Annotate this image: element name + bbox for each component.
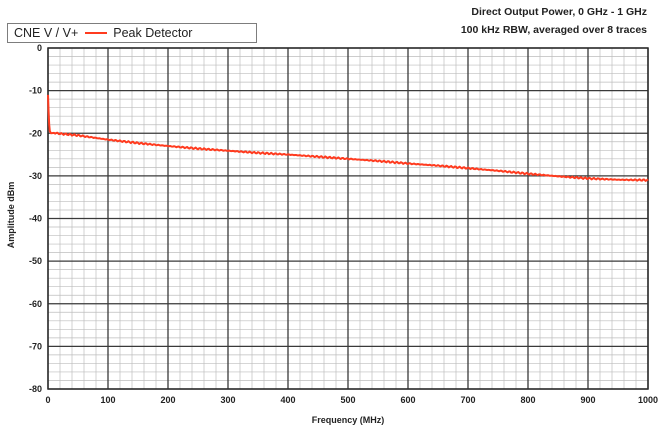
x-tick-label: 400 bbox=[280, 395, 295, 405]
x-tick-label: 200 bbox=[160, 395, 175, 405]
y-tick-label: -70 bbox=[29, 341, 42, 351]
x-tick-label: 800 bbox=[520, 395, 535, 405]
x-tick-label: 0 bbox=[45, 395, 50, 405]
y-tick-label: 0 bbox=[37, 43, 42, 53]
x-tick-label: 1000 bbox=[638, 395, 658, 405]
y-tick-label: -20 bbox=[29, 128, 42, 138]
x-axis-label: Frequency (MHz) bbox=[312, 415, 385, 425]
y-tick-label: -60 bbox=[29, 299, 42, 309]
chart-title-block: Direct Output Power, 0 GHz - 1 GHz 100 k… bbox=[461, 3, 647, 39]
x-tick-label: 100 bbox=[100, 395, 115, 405]
chart-title: Direct Output Power, 0 GHz - 1 GHz bbox=[471, 6, 647, 18]
x-tick-label: 300 bbox=[220, 395, 235, 405]
y-tick-label: -30 bbox=[29, 171, 42, 181]
axes: 0 100 200 300 400 500 600 700 800 900 1000 0 -10 -20 -… bbox=[29, 43, 658, 405]
x-tick-label: 700 bbox=[460, 395, 475, 405]
legend-title: CNE V / V+ bbox=[14, 26, 79, 40]
x-tick-label: 900 bbox=[580, 395, 595, 405]
y-tick-label: -10 bbox=[29, 86, 42, 96]
x-tick-label: 600 bbox=[400, 395, 415, 405]
y-tick-label: -50 bbox=[29, 256, 42, 266]
legend-series-label: Peak Detector bbox=[113, 26, 193, 40]
legend-swatch bbox=[85, 32, 108, 34]
y-tick-label: -80 bbox=[29, 384, 42, 394]
plot-border bbox=[47, 47, 649, 390]
legend: CNE V / V+ Peak Detector bbox=[7, 23, 257, 43]
y-tick-label: -40 bbox=[29, 214, 42, 224]
x-tick-label: 500 bbox=[340, 395, 355, 405]
series-line-peak-detector bbox=[47, 94, 649, 182]
y-axis-label: Amplitude dBm bbox=[6, 182, 16, 249]
grid bbox=[47, 47, 649, 390]
chart-subtitle: 100 kHz RBW, averaged over 8 traces bbox=[460, 24, 647, 36]
series-layer bbox=[47, 94, 649, 182]
